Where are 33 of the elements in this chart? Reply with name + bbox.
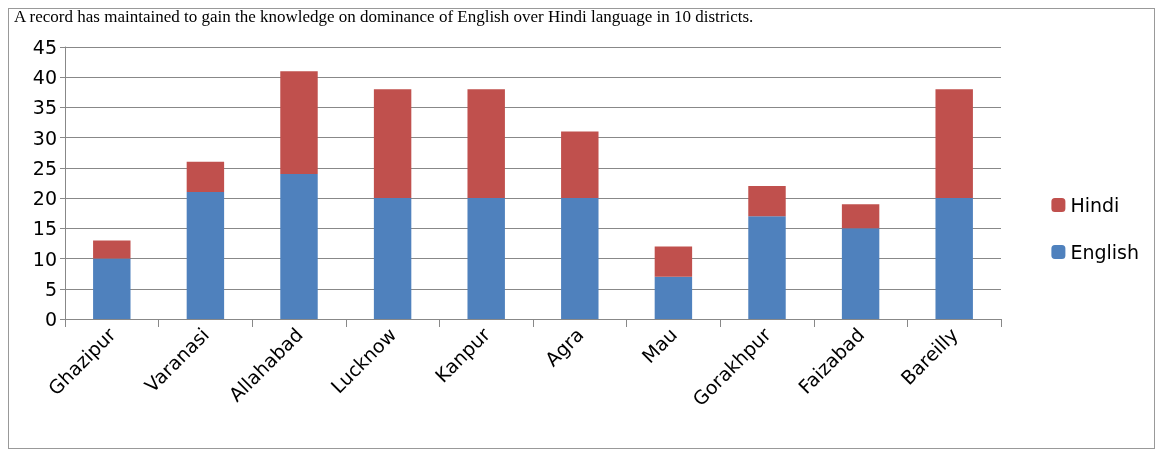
bar	[561, 198, 599, 319]
y-tick-label: 35	[32, 96, 57, 119]
bar	[93, 258, 131, 319]
bar	[748, 186, 786, 217]
y-tick-label: 25	[32, 156, 57, 179]
y-tick-label: 0	[44, 308, 57, 330]
bar	[467, 89, 505, 199]
legend-label: English	[1070, 241, 1139, 263]
bar	[841, 204, 880, 229]
y-tick-label: 10	[32, 247, 57, 270]
bar	[841, 228, 880, 319]
y-tick-label: 30	[32, 126, 57, 149]
bar	[935, 198, 973, 319]
y-tick-label: 20	[32, 187, 57, 210]
y-tick-label: 5	[44, 277, 57, 300]
bar	[654, 276, 693, 319]
bar	[935, 89, 973, 199]
bar	[748, 216, 786, 319]
y-tick-label: 40	[32, 66, 57, 89]
bar	[280, 71, 318, 174]
bar	[186, 161, 225, 193]
bar	[186, 192, 225, 319]
bar	[373, 198, 412, 319]
chart-title: A record has maintained to gain the knowledge on dominance of English over Hindi language in 10 districts.	[14, 7, 754, 26]
bar	[93, 240, 131, 259]
bar	[467, 198, 505, 319]
y-tick-label: 45	[32, 36, 57, 58]
bar	[654, 246, 693, 277]
legend-label: Hindi	[1070, 194, 1120, 216]
y-tick-label: 15	[32, 217, 57, 240]
bar	[561, 131, 599, 199]
bar	[373, 89, 412, 199]
bar	[280, 173, 318, 319]
